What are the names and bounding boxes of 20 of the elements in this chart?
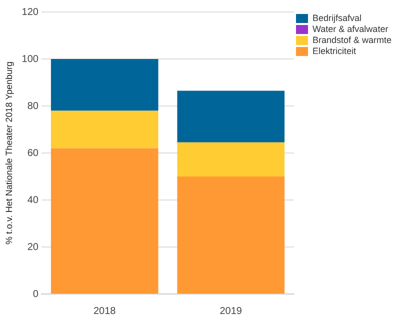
y-tick-label: 20 (27, 242, 39, 253)
bar (177, 142, 285, 176)
bar (177, 90, 285, 142)
y-tick-label: 60 (27, 148, 39, 159)
y-tick-label: 120 (22, 6, 39, 18)
y-tick-label: 0 (32, 288, 39, 300)
y-tick-label: 80 (27, 100, 39, 112)
bar (50, 110, 158, 148)
bar (50, 59, 158, 111)
y-axis-title: % t.o.v. Het Nationale Theater 2018 Ypenburg (4, 62, 14, 244)
legend-label: Elektriciteit (312, 46, 357, 56)
legend-label: Brandstof & warmte (312, 34, 392, 45)
bar (50, 148, 158, 294)
x-tick-label: 2018 (93, 306, 116, 317)
x-tick-label: 2019 (220, 306, 242, 317)
y-tick-label: 40 (27, 194, 39, 206)
y-tick-label: 100 (22, 54, 39, 65)
legend-label: Bedrijfsafval (312, 12, 362, 23)
bar (177, 176, 285, 294)
legend-label: Water & afvalwater (312, 24, 388, 34)
